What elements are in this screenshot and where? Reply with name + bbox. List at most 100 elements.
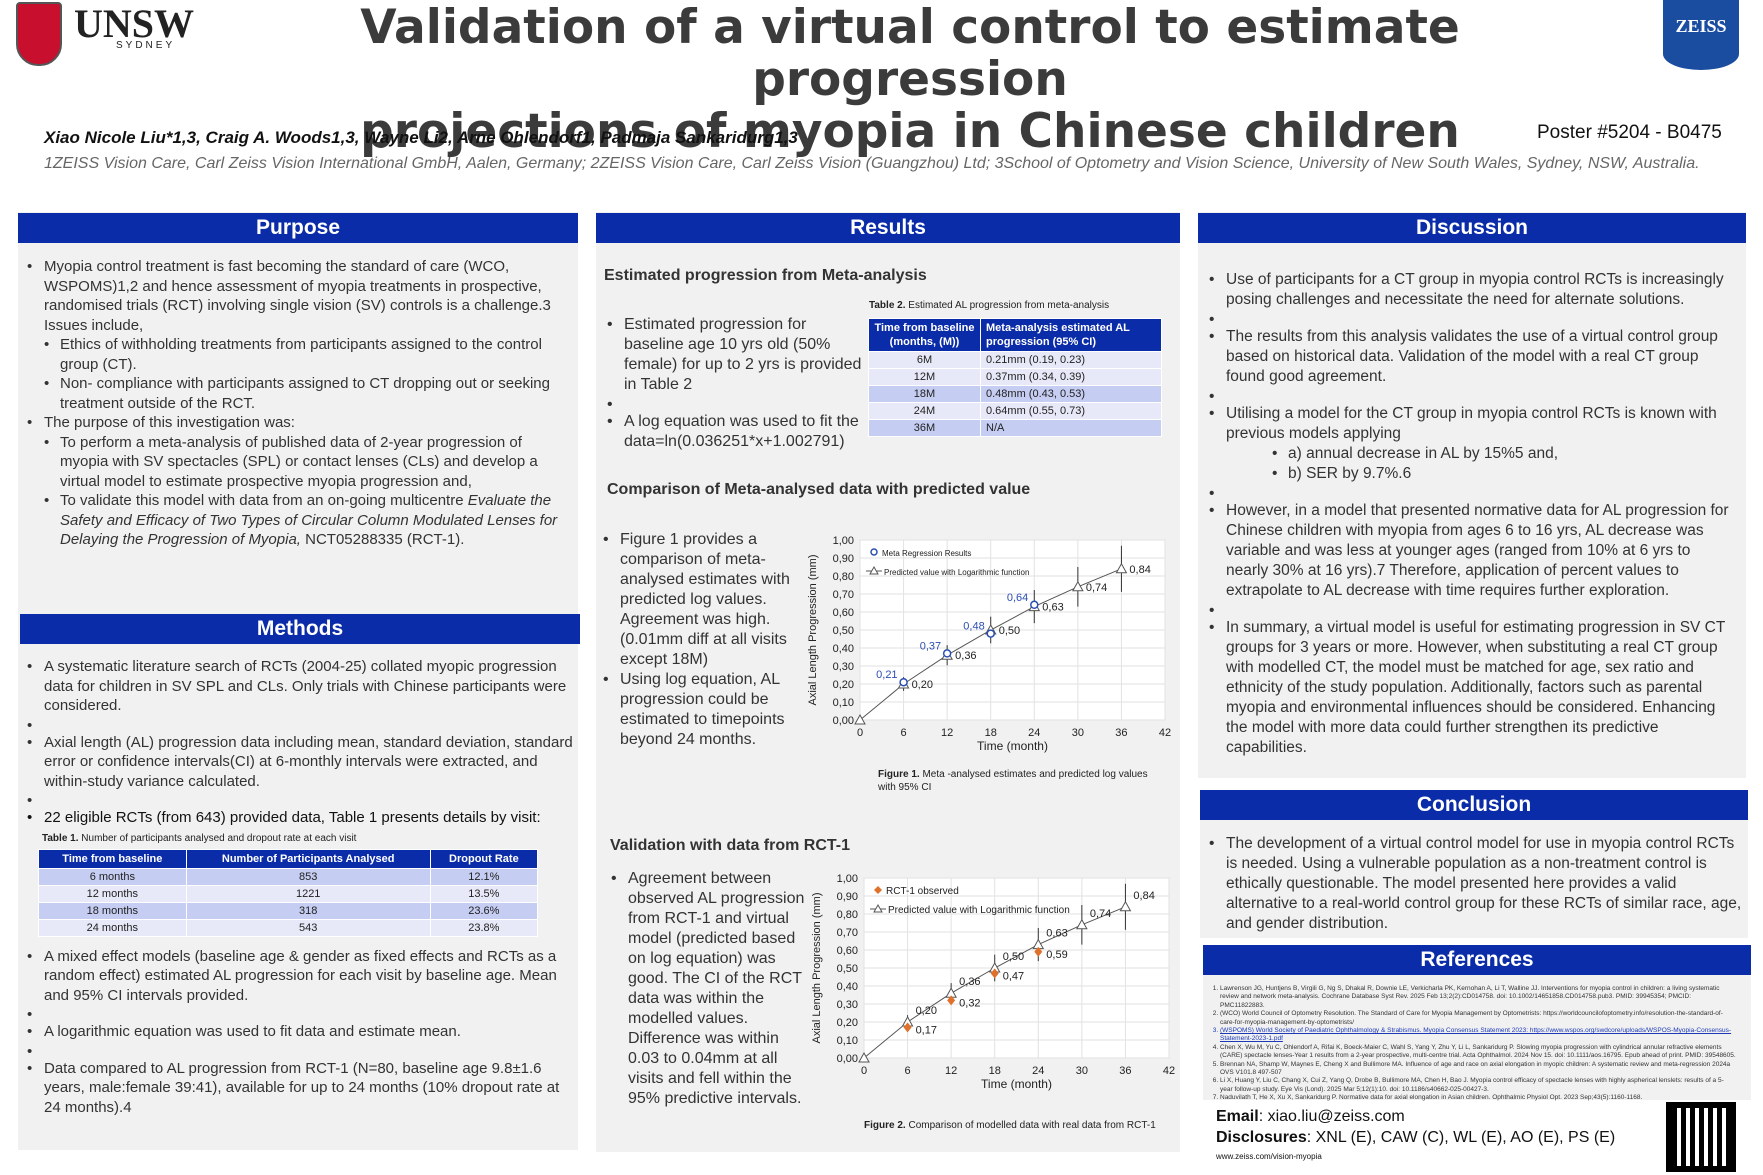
- discussion-bullet: However, in a model that presented norma…: [1206, 501, 1736, 601]
- unsw-city: SYDNEY: [116, 40, 176, 51]
- observed-data-label: 0,48: [963, 621, 984, 633]
- reference-item: Chen X, Wu M, Yu C, Ohlendorf A, Rifai K…: [1220, 1044, 1736, 1061]
- predicted-data-label: 0,50: [999, 625, 1020, 637]
- table-row: 6M 0.21mm (0.19, 0.23): [868, 351, 1162, 369]
- predicted-data-label: 0,20: [916, 1005, 937, 1017]
- reference-item: Lawrenson JG, Huntjens B, Virgili G, Ng …: [1220, 985, 1736, 1010]
- observed-point: [942, 649, 952, 658]
- y-tick-label: 0,00: [837, 1053, 858, 1065]
- discussion-bullet: Use of participants for a CT group in my…: [1206, 270, 1736, 310]
- observed-point: [947, 995, 956, 1006]
- table-row: 24 months 543 23.8%: [38, 918, 539, 937]
- conclusion-body: The development of a virtual control mod…: [1206, 834, 1742, 934]
- unsw-wordmark: UNSW: [74, 1, 195, 46]
- y-tick-label: 0,90: [837, 891, 858, 903]
- predicted-data-label: 0,36: [959, 976, 980, 988]
- purpose-subbullet: Ethics of withholding treatments from pa…: [42, 335, 574, 374]
- observed-data-label: 0,59: [1046, 949, 1067, 961]
- email-value[interactable]: : xiao.liu@zeiss.com: [1258, 1108, 1405, 1125]
- zeiss-logo: ZEISS: [1663, 0, 1739, 70]
- references-heading: References: [1203, 945, 1751, 975]
- results-subheading: Validation with data from RCT-1: [610, 837, 851, 854]
- methods-bullet: Data compared to AL progression from RCT…: [24, 1059, 574, 1118]
- table-row: 6 months 853 12.1%: [38, 867, 539, 886]
- x-tick-label: 0: [861, 1065, 867, 1077]
- y-tick-label: 0,10: [837, 1035, 858, 1047]
- purpose-text: To validate this model with data from an…: [60, 492, 464, 509]
- conclusion-heading: Conclusion: [1200, 790, 1748, 820]
- purpose-subbullet: To validate this model with data from an…: [42, 491, 574, 550]
- y-tick-label: 0,60: [833, 607, 854, 619]
- x-tick-label: 18: [985, 727, 997, 739]
- affiliations: 1ZEISS Vision Care, Carl Zeiss Vision In…: [44, 155, 1700, 172]
- figure2-caption: Figure 2. Comparison of modelled data wi…: [864, 1120, 1156, 1131]
- figure1-chart: 0,00 0,10 0,20 0,30 0,40 0,50 0,60 0,70 0,80 0,90…: [807, 535, 1171, 753]
- legend-marker: [874, 886, 882, 894]
- discussion-body: Use of participants for a CT group in my…: [1206, 270, 1736, 758]
- figure2-chart: 0,00 0,10 0,20 0,30 0,40 0,50 0,60 0,70 0,80 0,90…: [811, 873, 1175, 1091]
- discussion-bullet: In summary, a virtual model is useful fo…: [1206, 618, 1736, 758]
- qr-code-icon[interactable]: [1666, 1102, 1736, 1172]
- table-row: 24M 0.64mm (0.55, 0.73): [868, 402, 1162, 420]
- y-tick-label: 0,20: [837, 1017, 858, 1029]
- table-row: 18 months 318 23.6%: [38, 901, 539, 920]
- contact-block: Email: xiao.liu@zeiss.com Disclosures: X…: [1216, 1106, 1615, 1163]
- x-tick-label: 30: [1072, 727, 1084, 739]
- unsw-crest-icon: [16, 2, 62, 66]
- table2: Time from baseline (months, (M)) Meta-an…: [868, 318, 1162, 437]
- legend-marker: [869, 565, 879, 575]
- y-tick-label: 1,00: [833, 535, 854, 547]
- table-header-row: Time from baseline (months, (M)) Meta-an…: [868, 318, 1162, 352]
- x-tick-label: 6: [901, 727, 907, 739]
- x-axis-label: Time (month): [977, 739, 1048, 753]
- observed-data-label: 0,64: [1007, 592, 1028, 604]
- legend-marker: [870, 548, 878, 556]
- observed-data-label: 0,47: [1003, 970, 1024, 982]
- observed-data-label: 0,32: [959, 997, 980, 1009]
- y-tick-label: 0,20: [833, 679, 854, 691]
- observed-point: [899, 677, 908, 687]
- x-tick-label: 36: [1119, 1065, 1131, 1077]
- x-tick-label: 12: [941, 727, 953, 739]
- observed-point: [986, 629, 995, 638]
- x-tick-label: 12: [945, 1065, 957, 1077]
- y-tick-label: 0,40: [833, 643, 854, 655]
- table-header: Dropout Rate: [429, 848, 539, 869]
- reference-item[interactable]: (WSPOMS) World Society of Paediatric Oph…: [1220, 1027, 1736, 1044]
- legend-entry: Meta Regression Results: [882, 549, 971, 558]
- poster-id: Poster #5204 - B0475: [1537, 122, 1722, 143]
- discussion-subbullet: b) SER by 9.7%.6: [1270, 464, 1736, 484]
- y-tick-label: 0,10: [833, 697, 854, 709]
- legend-marker: [873, 903, 883, 913]
- results-s3-body: Agreement between observed AL progressio…: [608, 869, 808, 1109]
- trial-id: NCT05288335 (RCT-1).: [305, 531, 465, 548]
- table-header-row: Time from baseline Number of Participant…: [38, 848, 539, 869]
- y-tick-label: 0,40: [837, 981, 858, 993]
- table1: Time from baseline Number of Participant…: [38, 848, 539, 937]
- x-tick-label: 30: [1076, 1065, 1088, 1077]
- observed-point: [990, 968, 999, 979]
- observed-point: [1030, 600, 1039, 610]
- table-row: 12M 0.37mm (0.34, 0.39): [868, 368, 1162, 386]
- table1-caption: Table 1. Number of participants analysed…: [42, 832, 357, 844]
- purpose-heading: Purpose: [18, 213, 578, 243]
- predicted-data-label: 0,84: [1133, 890, 1154, 902]
- purpose-subbullet: To perform a meta-analysis of published …: [42, 433, 574, 492]
- zeiss-url[interactable]: www.zeiss.com/vision-myopia: [1216, 1152, 1322, 1161]
- y-tick-label: 0,30: [833, 661, 854, 673]
- results-heading: Results: [596, 213, 1180, 243]
- predicted-data-label: 0,63: [1042, 602, 1063, 614]
- y-tick-label: 0,30: [837, 999, 858, 1011]
- discussion-subbullet: a) annual decrease in AL by 15%5 and,: [1270, 444, 1736, 464]
- table-row: 18M 0.48mm (0.43, 0.53): [868, 385, 1162, 403]
- y-tick-label: 0,80: [837, 909, 858, 921]
- results-s2-body: Figure 1 provides a comparison of meta-a…: [600, 530, 822, 750]
- methods-bullet: Axial length (AL) progression data inclu…: [24, 733, 574, 792]
- purpose-subbullet: Non- compliance with participants assign…: [42, 374, 574, 413]
- table2-caption: Table 2. Estimated AL progression from m…: [869, 300, 1110, 311]
- table-header: Number of Participants Analysed: [185, 848, 431, 869]
- legend-entry: RCT-1 observed: [886, 886, 959, 897]
- predicted-point: [854, 713, 866, 725]
- x-tick-label: 6: [905, 1065, 911, 1077]
- purpose-body: Myopia control treatment is fast becomin…: [24, 257, 574, 550]
